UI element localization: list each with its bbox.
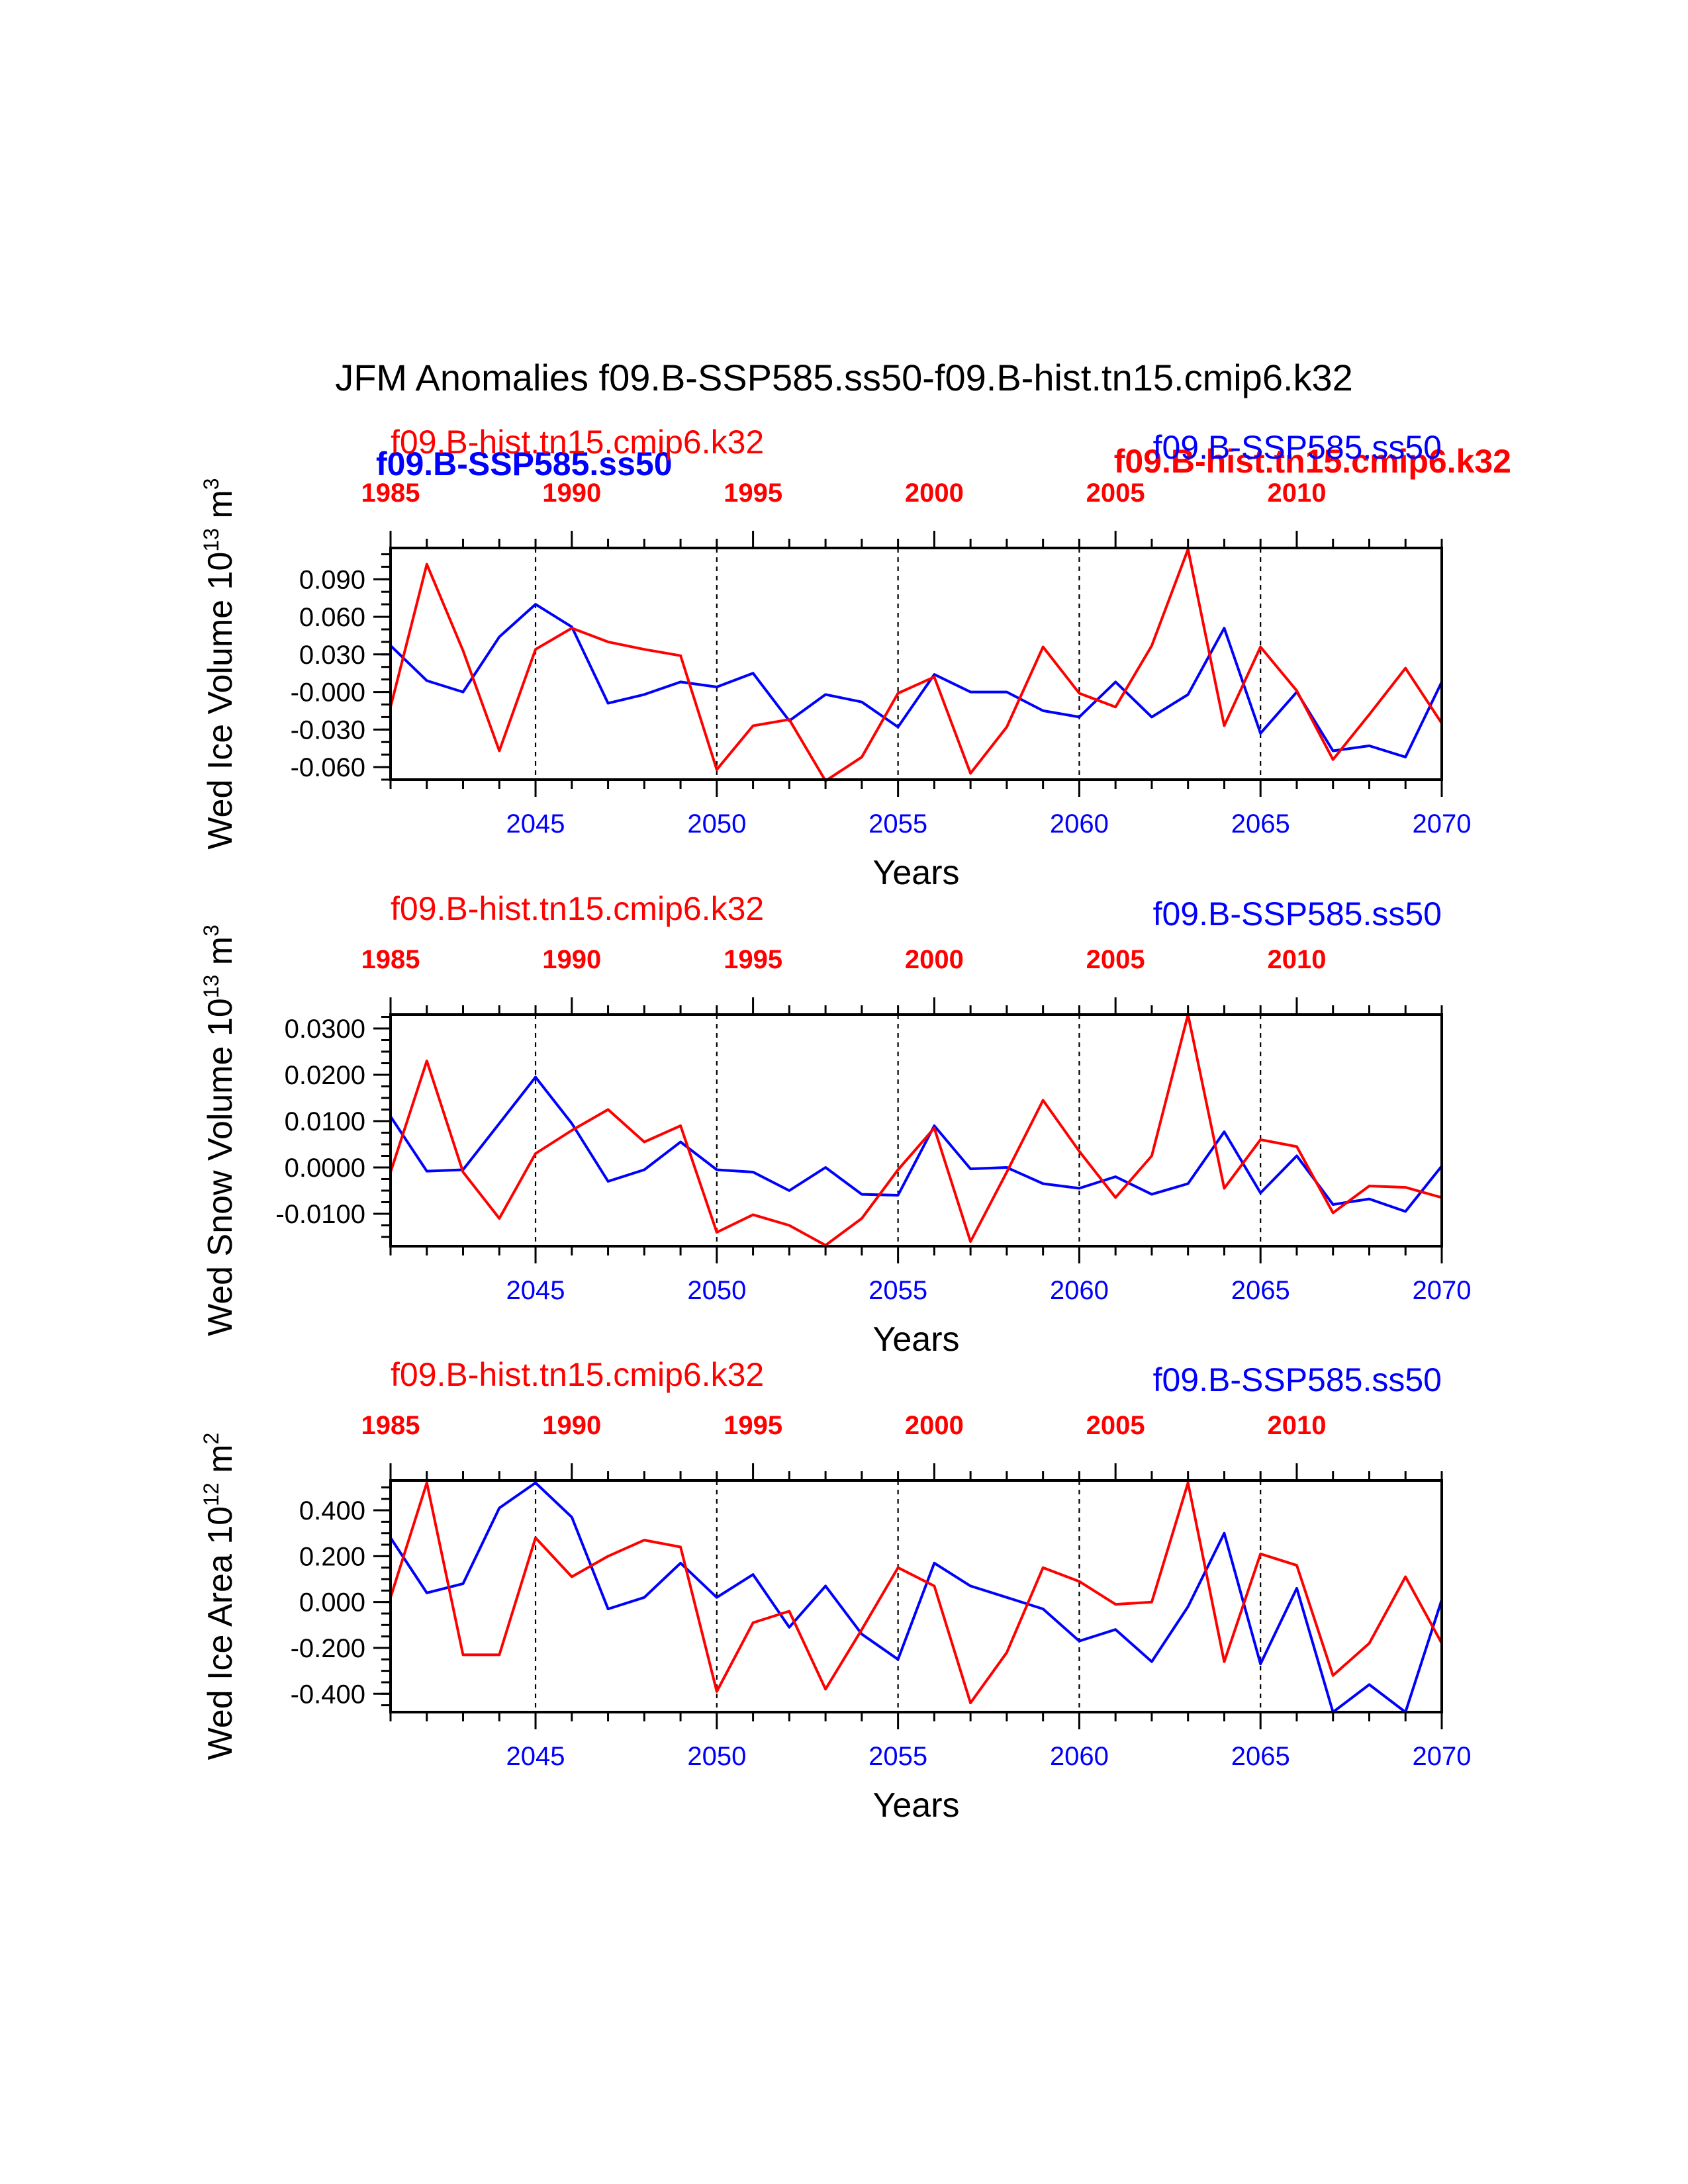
plot-frame [389,1013,1443,1248]
x-tick-label: 2065 [1231,1276,1290,1305]
x-tick-label: 2055 [868,1276,927,1305]
series-line [389,603,1443,758]
y-tick-label: -0.000 [291,678,365,707]
x-tick-label: 2060 [1050,1742,1109,1771]
x-tick-label: 2070 [1413,1276,1472,1305]
x-tick-label: 2045 [506,809,565,839]
top-tick-label: 1990 [542,478,601,508]
series-line [389,547,1443,782]
y-tick-label: 0.0100 [285,1107,365,1136]
overlap-label-ssp: f09.B-SSP585.ss50 [376,445,673,482]
figure-title: JFM Anomalies f09.B-SSP585.ss50-f09.B-hi… [335,357,1353,398]
x-tick-label: 2065 [1231,809,1290,839]
y-axis-title: Wed Snow Volume 1013 m3 [199,925,240,1336]
y-axis-title-main: Wed Ice Volume 10 [201,552,240,850]
top-tick-label: 2010 [1267,478,1326,508]
top-tick-label: 2005 [1086,945,1145,974]
y-tick-label: 0.060 [299,603,365,632]
x-tick-label: 2060 [1050,1276,1109,1305]
y-tick-label: -0.200 [291,1634,365,1663]
y-tick-label: 0.090 [299,565,365,594]
y-axis-title-unit: m [201,1444,240,1482]
overlap-label-hist: f09.B-hist.tn15.cmip6.k32 [1114,443,1511,480]
x-axis-title: Years [872,1320,959,1359]
panel-right-label: f09.B-SSP585.ss50 [1153,895,1442,933]
panel-right-label: f09.B-SSP585.ss50 [1153,429,1442,466]
panel-left-label: f09.B-hist.tn15.cmip6.k32 [391,890,764,927]
x-tick-label: 2045 [506,1276,565,1305]
y-axis-title-exponent: 13 [199,975,223,999]
top-tick-label: 1985 [361,945,420,974]
y-axis-title-unit-exponent: 3 [199,478,223,490]
top-tick-label: 2000 [905,478,964,508]
x-tick-label: 2055 [868,809,927,839]
x-tick-label: 2065 [1231,1742,1290,1771]
plot-frame [389,547,1443,781]
series-line [389,1075,1443,1213]
plot-frame [389,1479,1443,1713]
series-line [389,1013,1442,1247]
y-tick-label: 0.400 [299,1496,365,1525]
y-tick-label: -0.030 [291,715,365,745]
y-axis-title-exponent: 13 [199,528,223,552]
y-tick-label: 0.0000 [285,1154,365,1183]
x-tick-label: 2070 [1413,1742,1472,1771]
top-tick-label: 2010 [1267,945,1326,974]
x-axis-title: Years [872,854,959,892]
top-tick-label: 2000 [905,945,964,974]
y-tick-label: 0.0300 [285,1015,365,1044]
top-tick-label: 1995 [724,1411,782,1440]
x-tick-label: 2070 [1413,809,1472,839]
x-axis-title: Years [872,1786,959,1825]
panels: 2045 2050 2055 2060 2065 2070 Years 1985 1990 199… [199,424,1471,1825]
top-tick-label: 1995 [724,945,782,974]
chart-panel: 2045 2050 2055 2060 2065 2070 Years 1985 1990 199… [199,1356,1471,1825]
top-tick-label: 2010 [1267,1411,1326,1440]
x-tick-label: 2060 [1050,809,1109,839]
x-tick-label: 2055 [868,1742,927,1771]
top-tick-label: 1990 [542,945,601,974]
top-tick-label: 2000 [905,1411,964,1440]
panel-left-label: f09.B-hist.tn15.cmip6.k32 [391,1356,764,1393]
panel-right-label: f09.B-SSP585.ss50 [1153,1361,1442,1398]
panel-left-label: f09.B-hist.tn15.cmip6.k32 [391,424,764,461]
y-axis-title-main: Wed Snow Volume 10 [201,998,240,1336]
x-tick-label: 2050 [687,1276,746,1305]
top-tick-label: 2005 [1086,478,1145,508]
y-axis-title-unit-exponent: 3 [199,925,223,936]
chart-panel: 2045 2050 2055 2060 2065 2070 Years 1985 1990 199… [199,890,1471,1359]
series-line [389,1481,1443,1705]
x-tick-label: 2050 [687,1742,746,1771]
top-tick-label: 1995 [724,478,782,508]
chart-panel: 2045 2050 2055 2060 2065 2070 Years 1985 1990 199… [199,424,1471,892]
y-tick-label: -0.0100 [275,1200,365,1229]
y-axis-title-unit: m [201,490,240,528]
x-tick-label: 2050 [687,809,746,839]
y-tick-label: 0.030 [299,641,365,670]
y-tick-label: -0.060 [291,753,365,782]
y-tick-label: 0.200 [299,1542,365,1571]
y-tick-label: 0.0200 [285,1061,365,1090]
y-axis-title-unit: m [201,936,240,975]
y-axis-title-unit-exponent: 2 [199,1433,223,1445]
y-tick-label: -0.400 [291,1680,365,1709]
top-tick-label: 1985 [361,478,420,508]
y-axis-title: Wed Ice Volume 1013 m3 [199,478,240,849]
y-axis-title-main: Wed Ice Area 10 [201,1506,240,1760]
top-tick-label: 1985 [361,1411,420,1440]
y-axis-title: Wed Ice Area 1012 m2 [199,1433,240,1760]
y-axis-title-exponent: 12 [199,1482,223,1506]
x-tick-label: 2045 [506,1742,565,1771]
series-line [389,1481,1443,1713]
y-tick-label: 0.000 [299,1588,365,1617]
top-tick-label: 2005 [1086,1411,1145,1440]
top-tick-label: 1990 [542,1411,601,1440]
